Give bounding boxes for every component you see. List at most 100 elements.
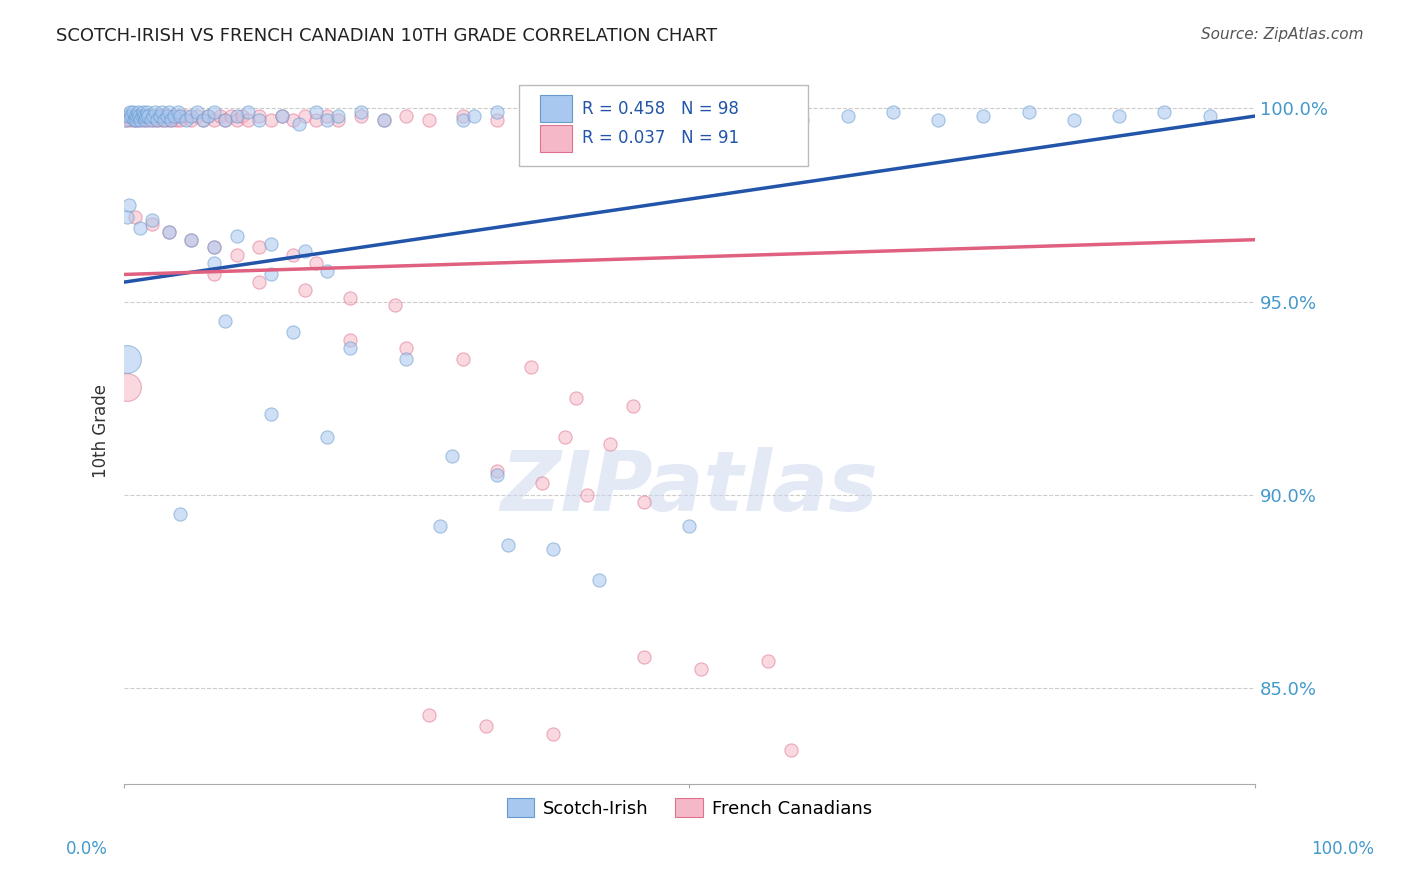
Point xyxy=(316,112,339,127)
Point xyxy=(1018,105,1040,120)
Point xyxy=(225,228,247,243)
Point xyxy=(131,109,153,123)
Point xyxy=(186,105,208,120)
Point xyxy=(150,105,173,120)
Point xyxy=(115,210,138,224)
Point xyxy=(127,105,149,120)
Point xyxy=(180,233,202,247)
FancyBboxPatch shape xyxy=(540,95,571,122)
Point xyxy=(294,109,316,123)
Point xyxy=(259,407,281,421)
Point xyxy=(202,256,225,270)
Point xyxy=(132,112,155,127)
Point xyxy=(1198,109,1220,123)
Point xyxy=(166,109,188,123)
Point xyxy=(485,112,508,127)
Point xyxy=(554,109,576,123)
Point xyxy=(373,112,395,127)
Point xyxy=(174,112,197,127)
Text: SCOTCH-IRISH VS FRENCH CANADIAN 10TH GRADE CORRELATION CHART: SCOTCH-IRISH VS FRENCH CANADIAN 10TH GRA… xyxy=(56,27,717,45)
Point xyxy=(127,109,149,123)
Point xyxy=(247,112,270,127)
Point xyxy=(485,468,508,483)
Point xyxy=(792,112,814,127)
Point xyxy=(214,112,236,127)
Point xyxy=(451,109,474,123)
Point xyxy=(197,109,219,123)
Point xyxy=(124,210,146,224)
Point xyxy=(132,109,155,123)
Point xyxy=(350,109,373,123)
Point xyxy=(474,719,496,733)
Point xyxy=(633,495,655,509)
Text: 100.0%: 100.0% xyxy=(1312,840,1374,858)
Point xyxy=(236,112,259,127)
Point xyxy=(599,105,621,120)
Point xyxy=(225,112,247,127)
Point xyxy=(339,291,361,305)
Point xyxy=(186,109,208,123)
Point xyxy=(655,112,678,127)
Point xyxy=(157,105,180,120)
Point xyxy=(135,109,157,123)
Point xyxy=(135,109,157,123)
Point xyxy=(972,109,994,123)
Point xyxy=(180,233,202,247)
Point xyxy=(225,109,247,123)
Point xyxy=(429,518,451,533)
Point xyxy=(202,240,225,254)
Point xyxy=(316,430,339,444)
Point xyxy=(114,112,136,127)
Point xyxy=(576,488,599,502)
Point xyxy=(316,263,339,277)
Point xyxy=(633,649,655,664)
Point xyxy=(1063,112,1085,127)
Y-axis label: 10th Grade: 10th Grade xyxy=(93,384,110,478)
Point xyxy=(162,109,184,123)
Point xyxy=(127,109,149,123)
Point xyxy=(166,105,188,120)
Point xyxy=(191,112,214,127)
Point xyxy=(125,112,148,127)
Point xyxy=(231,109,253,123)
Point xyxy=(139,112,162,127)
Point xyxy=(271,109,294,123)
Point xyxy=(599,437,621,451)
Legend: Scotch-Irish, French Canadians: Scotch-Irish, French Canadians xyxy=(499,791,879,825)
Point xyxy=(236,105,259,120)
Point xyxy=(136,105,159,120)
Point xyxy=(225,248,247,262)
Point xyxy=(463,109,485,123)
Point xyxy=(146,112,169,127)
Point xyxy=(554,430,576,444)
Text: R = 0.037   N = 91: R = 0.037 N = 91 xyxy=(582,129,738,147)
Point xyxy=(169,112,191,127)
Point xyxy=(294,244,316,259)
Point xyxy=(927,112,949,127)
Point xyxy=(160,112,183,127)
Text: Source: ZipAtlas.com: Source: ZipAtlas.com xyxy=(1201,27,1364,42)
Point xyxy=(350,105,373,120)
Point xyxy=(219,109,242,123)
Point xyxy=(395,341,418,355)
Point xyxy=(745,112,768,127)
Point xyxy=(214,112,236,127)
Point xyxy=(882,105,904,120)
Point xyxy=(138,109,160,123)
Point xyxy=(129,112,152,127)
Point xyxy=(124,112,146,127)
Point xyxy=(165,112,187,127)
Point xyxy=(174,109,197,123)
Text: R = 0.458   N = 98: R = 0.458 N = 98 xyxy=(582,100,738,118)
Point xyxy=(142,112,165,127)
Point xyxy=(121,109,143,123)
Point xyxy=(247,109,270,123)
Point xyxy=(485,105,508,120)
Point xyxy=(141,213,163,227)
Point xyxy=(120,109,142,123)
Point xyxy=(711,109,734,123)
Point xyxy=(247,240,270,254)
Point xyxy=(157,225,180,239)
Point xyxy=(283,112,305,127)
Point xyxy=(134,112,156,127)
